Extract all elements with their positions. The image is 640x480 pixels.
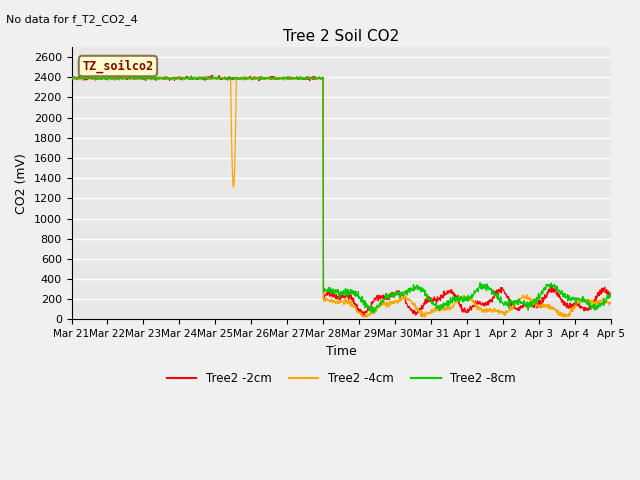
X-axis label: Time: Time bbox=[326, 345, 356, 358]
Legend: Tree2 -2cm, Tree2 -4cm, Tree2 -8cm: Tree2 -2cm, Tree2 -4cm, Tree2 -8cm bbox=[162, 367, 521, 390]
Title: Tree 2 Soil CO2: Tree 2 Soil CO2 bbox=[283, 29, 399, 44]
Y-axis label: CO2 (mV): CO2 (mV) bbox=[15, 153, 28, 214]
Text: No data for f_T2_CO2_4: No data for f_T2_CO2_4 bbox=[6, 14, 138, 25]
Text: TZ_soilco2: TZ_soilco2 bbox=[83, 60, 154, 73]
